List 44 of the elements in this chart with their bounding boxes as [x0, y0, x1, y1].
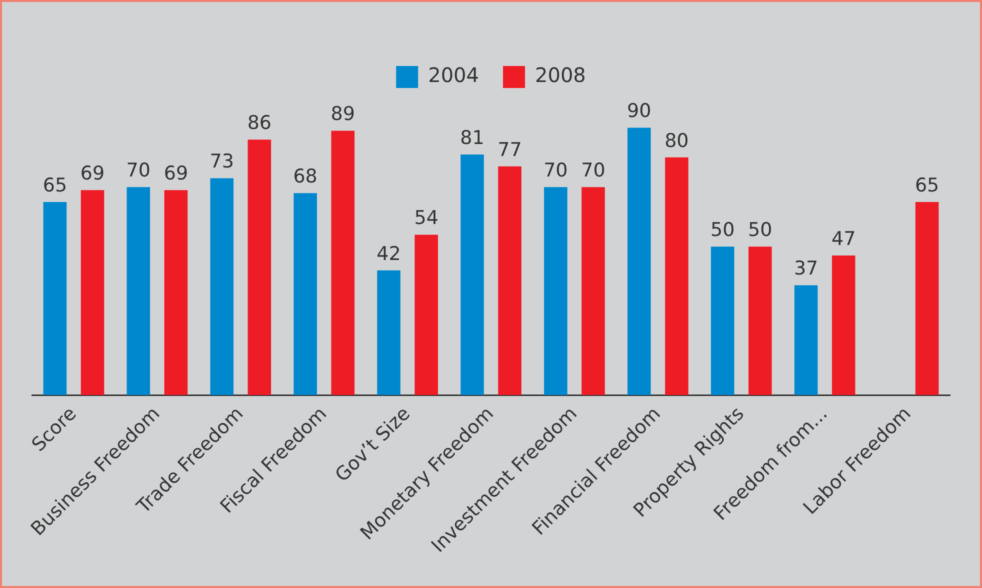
- data-label: 73: [210, 150, 234, 173]
- data-label: 69: [164, 162, 188, 185]
- legend-label: 2004: [428, 63, 480, 88]
- bar: [498, 166, 522, 396]
- data-label: 86: [247, 112, 272, 134]
- bar: [544, 187, 568, 396]
- data-label: 50: [710, 219, 735, 242]
- bar: [377, 270, 400, 396]
- bar: [627, 128, 651, 396]
- data-label: 70: [581, 160, 606, 182]
- bar: [80, 190, 104, 396]
- bar: [43, 202, 67, 396]
- bar: [748, 246, 772, 396]
- bar: [414, 234, 438, 396]
- data-label: 65: [42, 174, 68, 196]
- data-label: 81: [460, 126, 484, 149]
- data-label: 90: [627, 100, 652, 122]
- bar: [582, 187, 605, 396]
- data-label: 47: [832, 228, 856, 250]
- data-label: 77: [498, 138, 522, 161]
- bar: [294, 193, 317, 396]
- legend-label: 2008: [535, 63, 586, 88]
- data-label: 50: [748, 219, 772, 242]
- bar: [710, 246, 734, 396]
- bar: [248, 140, 272, 396]
- bar: [460, 154, 484, 396]
- data-label: 65: [914, 174, 940, 196]
- data-label: 42: [376, 242, 401, 265]
- bar: [210, 178, 234, 396]
- bar: [331, 130, 355, 396]
- bar: [164, 190, 188, 396]
- data-label: 54: [414, 207, 438, 230]
- data-label: 69: [80, 162, 105, 185]
- bar: [832, 256, 856, 396]
- data-label: 89: [330, 103, 355, 126]
- bar: [915, 202, 939, 396]
- data-label: 68: [293, 166, 318, 188]
- data-label: 70: [126, 160, 150, 182]
- bar: [126, 187, 150, 396]
- bar: [794, 285, 818, 396]
- data-label: 37: [794, 258, 818, 280]
- data-label: 80: [664, 130, 689, 152]
- data-label: 70: [544, 160, 568, 182]
- bar: [665, 157, 688, 396]
